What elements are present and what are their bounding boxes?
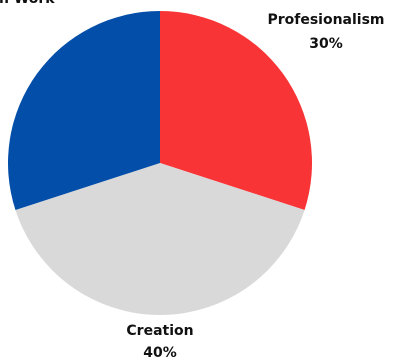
pie-slice [7, 11, 161, 210]
slice-label: Profesionalism [267, 12, 384, 28]
slice-label: Creation [126, 323, 193, 339]
pie-slice [15, 163, 305, 315]
slice-label: n Work [0, 0, 55, 7]
pie-slice [160, 11, 312, 210]
slice-value-label: 40% [143, 345, 177, 360]
slice-value-label: 30% [309, 36, 343, 52]
